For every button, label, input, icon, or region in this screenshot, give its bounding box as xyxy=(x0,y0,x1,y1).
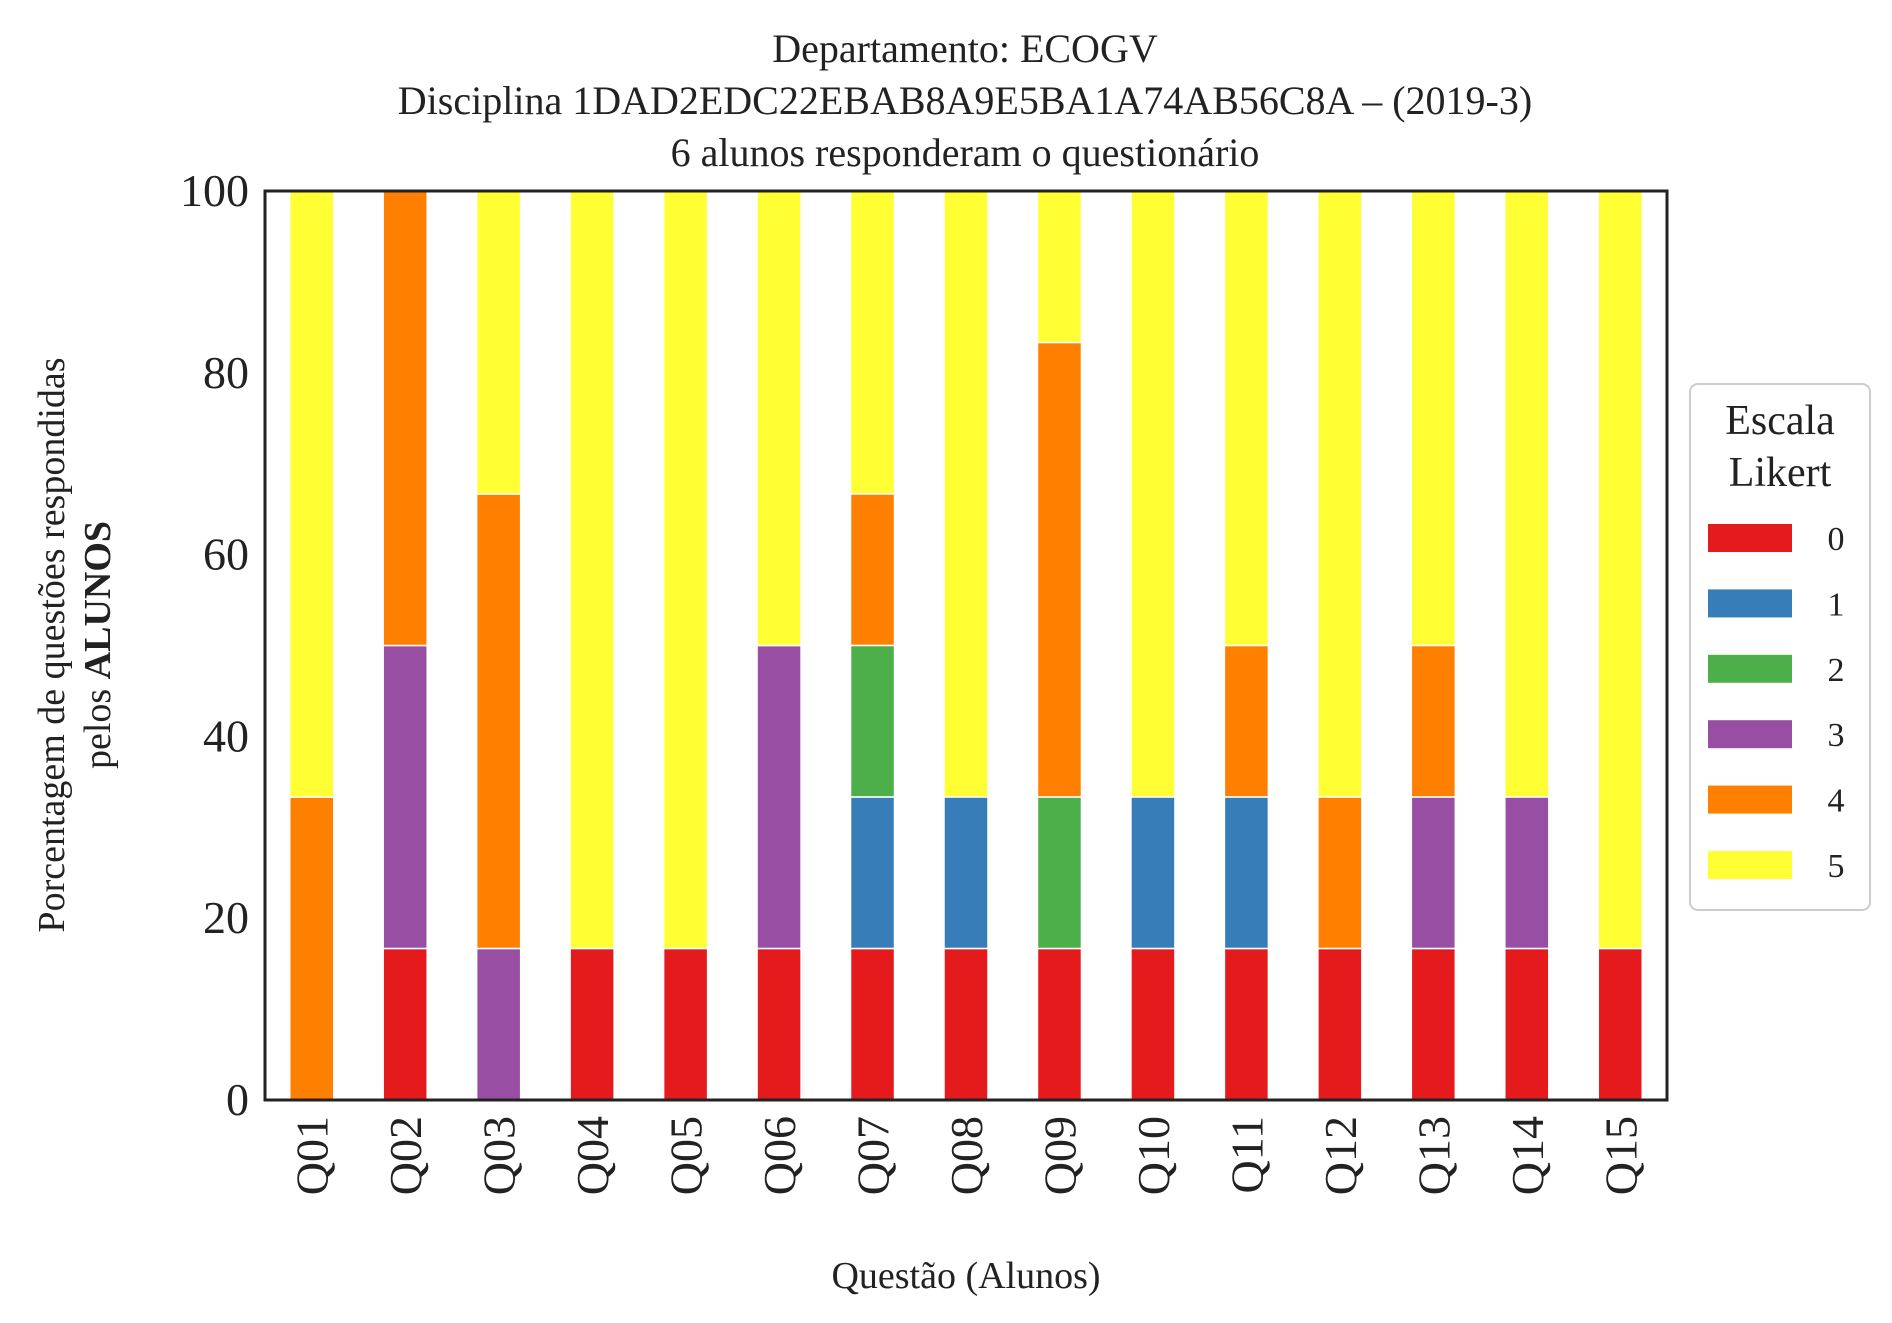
x-ticks-group: Q01 Q02 Q03 Q04 Q05 Q06 Q07 Q08 Q09 Q10 Q11 Q12 Q13 Q… xyxy=(287,1116,1647,1195)
legend-swatch-3 xyxy=(1708,720,1792,749)
bar-Q03-likert-3 xyxy=(475,947,522,1101)
y-tick-label-20: 20 xyxy=(203,892,249,943)
legend-swatch-2 xyxy=(1708,654,1792,683)
bar-Q10-likert-0 xyxy=(1130,947,1176,1101)
legend-title-line-2: Likert xyxy=(1729,450,1832,496)
y-axis-label-bold: ALUNOS xyxy=(77,521,119,679)
x-tick-label-Q09: Q09 xyxy=(1034,1116,1085,1195)
bar-Q08-likert-1 xyxy=(943,796,989,950)
legend-label-0: 0 xyxy=(1828,521,1845,558)
y-axis-label-line-2: pelos ALUNOS xyxy=(77,521,119,769)
bar-Q12-likert-4 xyxy=(1317,796,1363,950)
bar-Q14-likert-3 xyxy=(1504,796,1550,950)
bar-Q13-likert-0 xyxy=(1410,947,1457,1101)
bar-Q02-likert-4 xyxy=(382,190,428,647)
bar-Q13-likert-4 xyxy=(1410,644,1457,798)
x-tick-label-Q15: Q15 xyxy=(1595,1116,1646,1195)
x-tick-label-Q05: Q05 xyxy=(661,1116,712,1195)
bar-Q15-likert-0 xyxy=(1597,947,1644,1101)
legend-swatch-4 xyxy=(1708,785,1792,814)
bar-Q09-likert-4 xyxy=(1036,341,1083,798)
bar-Q04-likert-0 xyxy=(569,947,615,1101)
bar-Q11-likert-1 xyxy=(1223,796,1270,950)
legend: Escala Likert 0 1 2 3 4 5 xyxy=(1689,383,1871,911)
bars-group xyxy=(288,190,1644,1101)
x-tick-label-Q02: Q02 xyxy=(380,1116,431,1195)
legend-box xyxy=(1689,383,1871,911)
y-tick-label-100: 100 xyxy=(180,165,249,216)
bar-Q06-likert-0 xyxy=(756,947,802,1101)
x-axis-label: Questão (Alunos) xyxy=(831,1255,1100,1297)
bar-Q11-likert-0 xyxy=(1223,947,1270,1101)
legend-swatch-0 xyxy=(1708,524,1792,552)
title-line-3: 6 alunos responderam o questionário xyxy=(671,130,1260,175)
legend-swatch-5 xyxy=(1708,851,1792,879)
title-line-2: Disciplina 1DAD2EDC22EBAB8A9E5BA1A74AB56… xyxy=(398,78,1532,123)
bar-Q09-likert-5 xyxy=(1036,190,1083,344)
title-line-1: Departamento: ECOGV xyxy=(772,26,1158,71)
bar-Q03-likert-4 xyxy=(475,493,522,950)
y-tick-label-40: 40 xyxy=(203,710,249,761)
y-axis-label-line-1: Porcentagem de questões respondidas xyxy=(31,357,73,932)
y-ticks-group: 0 20 40 60 80 100 xyxy=(180,165,249,1125)
y-tick-label-0: 0 xyxy=(226,1074,249,1125)
bar-Q07-likert-1 xyxy=(849,796,896,950)
x-tick-label-Q08: Q08 xyxy=(941,1116,992,1195)
bar-Q09-likert-0 xyxy=(1036,947,1083,1101)
legend-label-1: 1 xyxy=(1828,586,1845,623)
x-tick-label-Q07: Q07 xyxy=(848,1116,899,1195)
legend-label-4: 4 xyxy=(1828,783,1845,820)
chart-title: Departamento: ECOGV Disciplina 1DAD2EDC2… xyxy=(398,26,1532,175)
y-tick-label-80: 80 xyxy=(203,347,249,398)
legend-swatch-1 xyxy=(1708,589,1792,618)
plot-frame xyxy=(263,189,1669,1102)
y-axis-label: Porcentagem de questões respondidas pelo… xyxy=(31,357,119,932)
bar-Q05-likert-5 xyxy=(662,190,709,950)
legend-label-3: 3 xyxy=(1828,717,1845,754)
x-tick-label-Q10: Q10 xyxy=(1128,1116,1179,1195)
bar-Q01-likert-4 xyxy=(288,796,335,1101)
bar-Q01-likert-5 xyxy=(288,190,335,798)
y-axis-label-prefix: pelos xyxy=(77,679,119,769)
bar-Q08-likert-5 xyxy=(943,190,989,798)
x-tick-label-Q01: Q01 xyxy=(287,1116,338,1195)
bar-Q04-likert-5 xyxy=(569,190,615,950)
bar-Q06-likert-3 xyxy=(756,644,802,950)
bar-Q07-likert-4 xyxy=(849,493,896,647)
x-tick-label-Q14: Q14 xyxy=(1502,1116,1553,1195)
bar-Q07-likert-5 xyxy=(849,190,896,495)
legend-items: 0 1 2 3 4 5 xyxy=(1708,521,1845,885)
bar-Q10-likert-1 xyxy=(1130,796,1176,950)
bar-Q10-likert-5 xyxy=(1130,190,1176,798)
bar-Q14-likert-0 xyxy=(1504,947,1550,1101)
bar-Q07-likert-2 xyxy=(849,644,896,798)
bar-Q03-likert-5 xyxy=(475,190,522,495)
bar-Q13-likert-5 xyxy=(1410,190,1457,647)
bar-Q12-likert-0 xyxy=(1317,947,1363,1101)
x-tick-label-Q11: Q11 xyxy=(1221,1116,1272,1194)
x-tick-label-Q06: Q06 xyxy=(754,1116,805,1195)
bar-Q09-likert-2 xyxy=(1036,796,1083,950)
bar-Q11-likert-4 xyxy=(1223,644,1270,798)
bar-Q06-likert-5 xyxy=(756,190,802,647)
bar-Q15-likert-5 xyxy=(1597,190,1644,950)
x-tick-label-Q03: Q03 xyxy=(474,1116,525,1195)
bar-Q14-likert-5 xyxy=(1504,190,1550,798)
x-tick-label-Q13: Q13 xyxy=(1408,1116,1459,1195)
bar-Q13-likert-3 xyxy=(1410,796,1457,950)
x-tick-label-Q12: Q12 xyxy=(1315,1116,1366,1195)
bar-Q12-likert-5 xyxy=(1317,190,1363,798)
bar-Q07-likert-0 xyxy=(849,947,896,1101)
bar-Q11-likert-5 xyxy=(1223,190,1270,647)
x-tick-label-Q04: Q04 xyxy=(567,1116,618,1195)
bar-Q08-likert-0 xyxy=(943,947,989,1101)
legend-label-2: 2 xyxy=(1828,652,1845,689)
bar-Q02-likert-0 xyxy=(382,947,428,1101)
legend-label-5: 5 xyxy=(1828,848,1845,885)
legend-title-line-1: Escala xyxy=(1725,398,1835,444)
bar-Q02-likert-3 xyxy=(382,644,428,950)
y-tick-label-60: 60 xyxy=(203,529,249,580)
bar-Q05-likert-0 xyxy=(662,947,709,1101)
